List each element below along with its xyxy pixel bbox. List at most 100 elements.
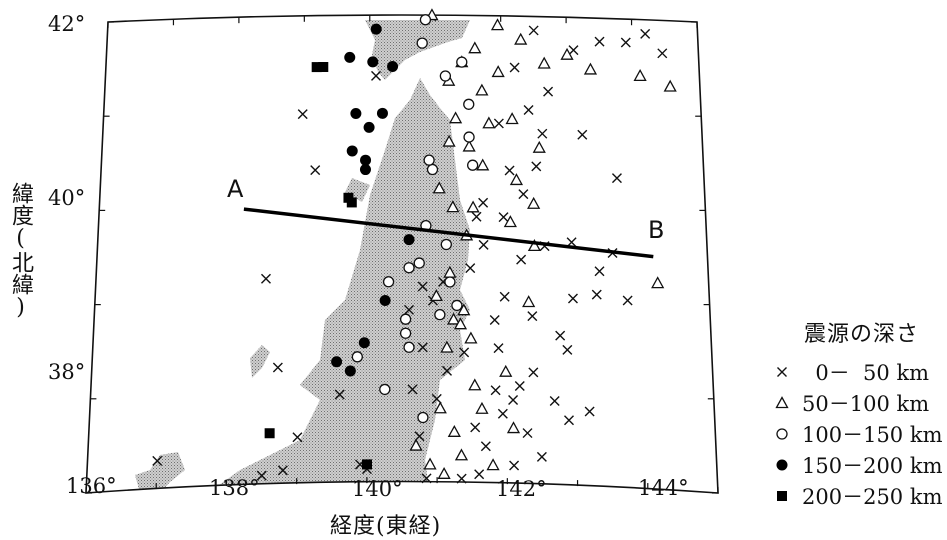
hypocenter-triangle bbox=[453, 317, 468, 330]
hypocenter-cross bbox=[256, 470, 267, 481]
hypocenter-triangle bbox=[490, 18, 505, 31]
legend-symbol-circle bbox=[762, 426, 802, 442]
tick-marks bbox=[85, 15, 719, 494]
legend-row-triangle: 50－100 km bbox=[762, 387, 942, 418]
hypocenter-triangle bbox=[454, 448, 469, 461]
hypocenter-triangle bbox=[440, 340, 454, 353]
hypocenter-dot bbox=[359, 164, 371, 176]
legend-label: 50－100 km bbox=[802, 391, 930, 416]
y-tick-38: 38° bbox=[48, 360, 86, 384]
hypocenter-cross bbox=[459, 347, 470, 358]
hypocenter-triangle bbox=[499, 364, 513, 377]
cross-section-line-ab bbox=[243, 207, 654, 259]
legend-label: 100－150 km bbox=[802, 422, 943, 447]
hypocenter-cross bbox=[514, 381, 525, 392]
y-axis-title: 緯度(北緯) bbox=[8, 182, 33, 320]
hypocenter-cross bbox=[497, 408, 508, 419]
hypocenter-cross bbox=[568, 45, 579, 56]
hypocenter-cross bbox=[334, 389, 345, 400]
section-label-a: A bbox=[227, 175, 244, 203]
hypocenter-cross bbox=[562, 344, 573, 355]
hypocenter-cross bbox=[657, 48, 668, 59]
hypocenter-circle bbox=[416, 37, 428, 49]
section-label-b: B bbox=[648, 216, 665, 244]
hypocenter-square bbox=[264, 428, 275, 439]
hypocenter-cross bbox=[310, 165, 321, 176]
oga-peninsula bbox=[345, 178, 370, 202]
hypocenter-cross bbox=[518, 189, 529, 200]
hypocenter-circle bbox=[379, 383, 391, 396]
x-tick-136: 136° bbox=[66, 474, 117, 498]
hypocenter-cross bbox=[404, 304, 415, 315]
x-axis-title: 経度(東経) bbox=[330, 514, 442, 539]
hypocenter-dot bbox=[370, 23, 382, 35]
hypocenter-triangle bbox=[464, 331, 478, 344]
hypocenter-cross bbox=[594, 36, 605, 47]
hypocenter-cross bbox=[509, 62, 520, 73]
legend-row-circle: 100－150 km bbox=[762, 418, 942, 449]
hypocenter-cross bbox=[522, 428, 533, 439]
square-icon bbox=[777, 490, 787, 501]
hypocenter-triangle bbox=[468, 41, 482, 54]
legend-symbol-dot bbox=[762, 457, 802, 473]
hypocenter-cross bbox=[508, 394, 519, 405]
hypocenter-dot bbox=[363, 121, 375, 133]
hypocenter-dot bbox=[387, 60, 399, 72]
hypocenter-circle bbox=[403, 341, 415, 353]
hypocenter-circle bbox=[399, 313, 412, 325]
y-tick-42: 42° bbox=[48, 12, 86, 36]
hypocenter-cross bbox=[499, 291, 510, 302]
hypocenter-cross bbox=[421, 473, 432, 484]
hypocenter-triangle bbox=[651, 276, 665, 289]
legend-label: 200－250 km bbox=[802, 484, 943, 509]
hypocenter-circle bbox=[399, 327, 412, 339]
x-tick-138: 138° bbox=[209, 476, 260, 500]
hypocenter-cross bbox=[490, 385, 501, 396]
hypocenter-circle bbox=[423, 154, 435, 166]
legend-row-square: 200－250 km bbox=[762, 480, 942, 511]
hypocenter-square bbox=[362, 459, 373, 470]
legend-symbol-square bbox=[762, 488, 802, 504]
hypocenter-cross bbox=[260, 273, 271, 284]
hypocenter-dot bbox=[376, 107, 388, 119]
hypocenter-cross bbox=[407, 384, 418, 395]
hypocenter-cross bbox=[528, 25, 539, 36]
hypocenter-cross bbox=[564, 415, 574, 426]
x-tick-142: 142° bbox=[496, 477, 547, 501]
hypocenter-triangle bbox=[506, 421, 521, 434]
hypocenter-triangle bbox=[505, 112, 519, 125]
hypocenter-cross bbox=[498, 212, 509, 223]
honshu-landmass bbox=[205, 78, 470, 493]
hypocenter-cross bbox=[292, 432, 303, 443]
hypocenter-dot bbox=[358, 337, 370, 349]
hypocenter-cross bbox=[611, 173, 622, 184]
hypocenter-cross bbox=[474, 469, 485, 480]
hypocenter-triangle bbox=[663, 79, 677, 92]
hypocenter-triangle bbox=[537, 56, 551, 69]
x-tick-144: 144° bbox=[638, 476, 689, 500]
hypocenter-circle bbox=[417, 411, 429, 424]
hypocenter-triangle bbox=[432, 181, 446, 194]
hypocenter-triangle bbox=[514, 32, 528, 45]
hypocenter-triangle bbox=[475, 401, 489, 414]
legend-row-dot: 150－200 km bbox=[762, 449, 942, 480]
hypocenter-dot bbox=[346, 145, 358, 157]
hypocenter-cross bbox=[493, 343, 504, 354]
hypocenter-circle bbox=[413, 257, 425, 269]
hypocenter-cross bbox=[371, 70, 382, 81]
hypocenter-triangle bbox=[503, 215, 517, 228]
hypocenter-cross bbox=[516, 254, 527, 265]
hypocenter-cross bbox=[493, 118, 504, 129]
hypocenter-cross bbox=[272, 362, 283, 373]
legend-row-cross: 0－ 50 km bbox=[762, 356, 942, 387]
legend-symbol-triangle bbox=[762, 395, 802, 411]
hypocenter-cross bbox=[456, 473, 467, 484]
hypocenter-triangle bbox=[583, 62, 598, 75]
legend-symbol-cross bbox=[762, 364, 802, 380]
hypocenter-triangle bbox=[437, 466, 451, 479]
hypocenter-triangle bbox=[466, 200, 480, 213]
hypocenter-cross bbox=[537, 128, 548, 139]
hypocenter-cross bbox=[591, 289, 602, 300]
circle-icon bbox=[776, 427, 788, 440]
